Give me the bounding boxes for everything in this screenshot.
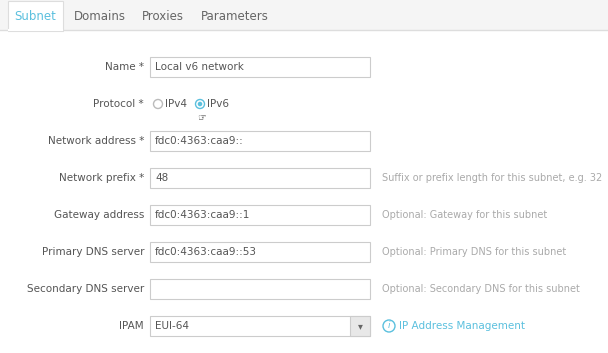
Text: i: i bbox=[388, 322, 390, 330]
Text: Domains: Domains bbox=[74, 10, 126, 23]
Text: ☞: ☞ bbox=[198, 113, 206, 123]
Text: EUI-64: EUI-64 bbox=[155, 321, 189, 331]
Text: Parameters: Parameters bbox=[201, 10, 269, 23]
Text: fdc0:4363:caa9::53: fdc0:4363:caa9::53 bbox=[155, 247, 257, 257]
FancyBboxPatch shape bbox=[150, 242, 370, 262]
Text: Name *: Name * bbox=[105, 62, 144, 72]
FancyBboxPatch shape bbox=[150, 279, 370, 299]
Text: IPv4: IPv4 bbox=[165, 99, 187, 109]
Text: ▾: ▾ bbox=[358, 321, 362, 331]
FancyBboxPatch shape bbox=[150, 316, 370, 336]
Text: Subnet: Subnet bbox=[15, 10, 57, 23]
Text: Primary DNS server: Primary DNS server bbox=[41, 247, 144, 257]
Circle shape bbox=[196, 100, 204, 108]
Text: fdc0:4363:caa9::: fdc0:4363:caa9:: bbox=[155, 136, 244, 146]
Text: Secondary DNS server: Secondary DNS server bbox=[27, 284, 144, 294]
Circle shape bbox=[153, 100, 162, 108]
Text: Protocol *: Protocol * bbox=[94, 99, 144, 109]
FancyBboxPatch shape bbox=[8, 1, 63, 31]
FancyBboxPatch shape bbox=[150, 168, 370, 188]
Text: 48: 48 bbox=[155, 173, 168, 183]
Circle shape bbox=[198, 102, 202, 106]
FancyBboxPatch shape bbox=[150, 205, 370, 225]
FancyBboxPatch shape bbox=[350, 316, 370, 336]
Text: Optional: Secondary DNS for this subnet: Optional: Secondary DNS for this subnet bbox=[382, 284, 580, 294]
Text: Gateway address: Gateway address bbox=[54, 210, 144, 220]
FancyBboxPatch shape bbox=[150, 131, 370, 151]
Text: IP Address Management: IP Address Management bbox=[399, 321, 525, 331]
Text: Network prefix *: Network prefix * bbox=[59, 173, 144, 183]
Text: Proxies: Proxies bbox=[142, 10, 184, 23]
Text: fdc0:4363:caa9::1: fdc0:4363:caa9::1 bbox=[155, 210, 250, 220]
Circle shape bbox=[383, 320, 395, 332]
Text: Local v6 network: Local v6 network bbox=[155, 62, 244, 72]
Text: Optional: Primary DNS for this subnet: Optional: Primary DNS for this subnet bbox=[382, 247, 566, 257]
Text: Network address *: Network address * bbox=[47, 136, 144, 146]
Text: IPAM: IPAM bbox=[119, 321, 144, 331]
FancyBboxPatch shape bbox=[150, 57, 370, 77]
FancyBboxPatch shape bbox=[0, 0, 608, 30]
Text: IPv6: IPv6 bbox=[207, 99, 229, 109]
Text: Suffix or prefix length for this subnet, e.g. 32: Suffix or prefix length for this subnet,… bbox=[382, 173, 603, 183]
Text: Optional: Gateway for this subnet: Optional: Gateway for this subnet bbox=[382, 210, 547, 220]
